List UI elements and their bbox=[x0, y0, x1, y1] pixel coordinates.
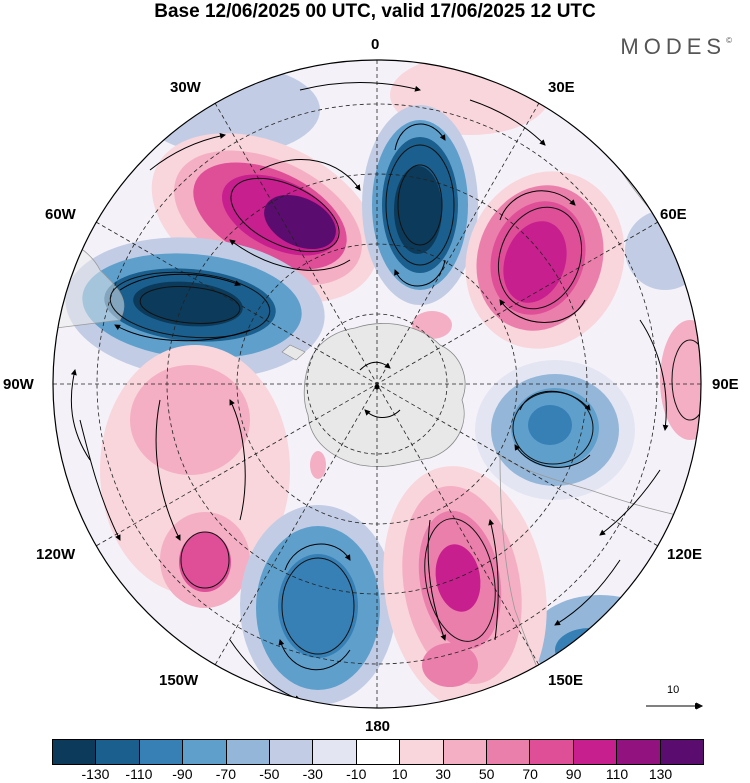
brand-text: MODES bbox=[620, 34, 727, 59]
colorbar-ticks: -130 -110 -90 -70 -50 -30 -10 10 30 50 70 90 110 130 bbox=[52, 766, 704, 783]
colorbar-tick-label: -30 bbox=[302, 766, 323, 782]
colorbar-segment bbox=[659, 740, 704, 764]
colorbar-tick-label: 30 bbox=[435, 766, 451, 782]
negative-anomaly-east bbox=[475, 360, 635, 500]
graticule bbox=[53, 60, 701, 708]
colorbar-segment bbox=[138, 740, 183, 764]
colorbar-tick-label: -70 bbox=[215, 766, 236, 782]
modes-logo: MODES© bbox=[620, 34, 732, 60]
colorbar-tick-label: -50 bbox=[259, 766, 280, 782]
lon-label-0: 0 bbox=[371, 36, 380, 53]
colorbar-tick-label: 70 bbox=[522, 766, 538, 782]
lon-label-30e: 30E bbox=[548, 79, 575, 96]
colorbar bbox=[52, 739, 704, 765]
anomaly-patch bbox=[310, 451, 326, 479]
lon-label-90e: 90E bbox=[712, 376, 739, 393]
colorbar-tick-label: 110 bbox=[605, 766, 629, 782]
anomaly-patch bbox=[555, 628, 625, 672]
positive-anomaly-northeast bbox=[465, 171, 625, 349]
colorbar-tick-label: -90 bbox=[172, 766, 193, 782]
antarctica-land bbox=[303, 323, 466, 467]
colorbar-segment bbox=[225, 740, 270, 764]
lon-label-60e: 60E bbox=[660, 206, 687, 223]
antarctic-peninsula bbox=[281, 344, 306, 361]
contours bbox=[109, 144, 701, 655]
negative-anomaly-north bbox=[362, 105, 478, 305]
colorbar-segment bbox=[53, 740, 96, 764]
colorbar-segment bbox=[399, 740, 443, 764]
colorbar-segment bbox=[486, 740, 530, 764]
copyright-mark: © bbox=[726, 36, 732, 45]
colorbar-tick-label: -10 bbox=[346, 766, 367, 782]
lon-label-150e: 150E bbox=[548, 672, 584, 689]
colorbar-tick-label: 90 bbox=[565, 766, 582, 782]
lon-label-180: 180 bbox=[365, 718, 391, 735]
anomaly-patch bbox=[660, 320, 701, 440]
colorbar-tick-label: 130 bbox=[648, 766, 673, 782]
lon-label-150w: 150W bbox=[159, 672, 199, 689]
positive-anomaly-southwest bbox=[100, 345, 290, 608]
colorbar-segment bbox=[182, 740, 226, 764]
lon-label-120w: 120W bbox=[36, 546, 76, 563]
colorbar-tick-label: -130 bbox=[81, 766, 110, 782]
negative-anomaly-south bbox=[240, 505, 396, 705]
positive-anomaly-southeast bbox=[383, 466, 547, 708]
colorbar-segment bbox=[572, 740, 617, 764]
lon-label-90w: 90W bbox=[3, 376, 34, 393]
colorbar-segment bbox=[355, 740, 400, 764]
colorbar-tick-label: 10 bbox=[391, 766, 408, 782]
colorbar-tick-label: 50 bbox=[478, 766, 495, 782]
colorbar-segment bbox=[95, 740, 139, 764]
colorbar-segment bbox=[442, 740, 487, 764]
lon-label-120e: 120E bbox=[667, 546, 703, 563]
south-pole-marker bbox=[374, 384, 380, 390]
colorbar-segment bbox=[312, 740, 356, 764]
colorbar-tick-label: -110 bbox=[125, 766, 153, 782]
reference-vector-label: 10 bbox=[667, 684, 680, 696]
colorbar-segment bbox=[616, 740, 660, 764]
colorbar-segment bbox=[269, 740, 313, 764]
lon-label-60w: 60W bbox=[45, 206, 76, 223]
lon-label-30w: 30W bbox=[170, 79, 201, 96]
colorbar-segment bbox=[529, 740, 573, 764]
map-title: Base 12/06/2025 00 UTC, valid 17/06/2025… bbox=[154, 1, 596, 22]
anomaly-field bbox=[53, 60, 701, 708]
map-boundary bbox=[52, 59, 702, 709]
australia-coast bbox=[499, 454, 701, 708]
reference-vector-arrow bbox=[646, 702, 704, 710]
